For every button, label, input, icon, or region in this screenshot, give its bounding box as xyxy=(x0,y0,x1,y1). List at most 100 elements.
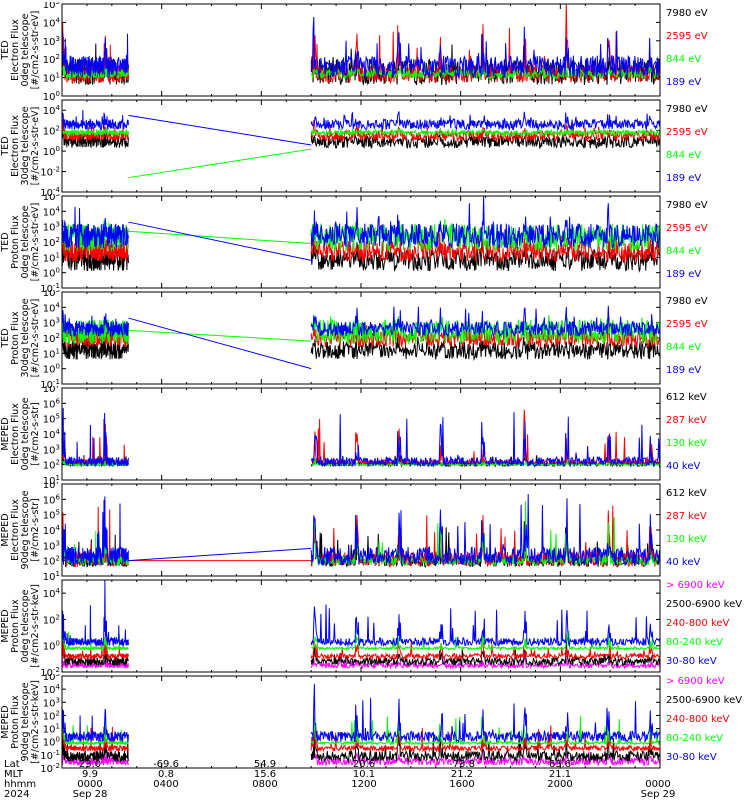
series-trace xyxy=(62,731,129,763)
y-tick-label: 104 xyxy=(43,428,61,441)
series-trace xyxy=(62,630,129,652)
y-tick-labels: 100 101 102 103 104 105 xyxy=(43,2,61,100)
y-axis-label-line: TED xyxy=(0,136,11,156)
legend-entry: 612 keV xyxy=(666,488,707,499)
y-axis-label-line: Electron Flux xyxy=(10,499,21,561)
y-tick-labels: 10-2 100 102 104 xyxy=(40,587,60,676)
y-tick-label: 10-1 xyxy=(40,282,60,292)
legend-entry: 2595 eV xyxy=(666,223,708,234)
footer-cell: Sep 29 xyxy=(640,789,676,800)
y-tick-label: 103 xyxy=(43,696,60,709)
data-traces xyxy=(62,683,660,767)
y-axis-label-line: MEPED xyxy=(0,417,11,450)
y-tick-label: 100 xyxy=(43,640,60,653)
legend-entry: 844 eV xyxy=(666,342,701,353)
y-tick-label: 103 xyxy=(43,443,60,456)
series-trace xyxy=(310,126,660,138)
y-tick-label: 102 xyxy=(43,613,60,626)
legend: > 6900 keV 2500-6900 keV 240-800 keV 80-240… xyxy=(666,676,742,763)
legend-entry: 7980 eV xyxy=(666,200,708,211)
y-tick-label: 106 xyxy=(43,493,61,506)
y-tick-label: 104 xyxy=(43,301,61,314)
gap-interpolation-line xyxy=(128,114,312,146)
footer-cell: -73.8 xyxy=(449,759,475,770)
y-axis-label-line: Electron Flux xyxy=(10,19,21,81)
footer-row-hhmm: hhmm 0000 0400 0800 1200 1600 2000 0000 xyxy=(4,780,744,790)
legend-entry: 30-80 keV xyxy=(666,752,717,763)
data-traces xyxy=(62,4,660,86)
series-trace xyxy=(310,314,660,345)
y-axis-label-line: Proton Flux xyxy=(10,599,21,653)
data-traces xyxy=(62,109,660,179)
series-trace xyxy=(310,196,660,250)
y-tick-label: 100 xyxy=(43,736,60,749)
y-axis-label-line: [#/cm2-s-str-keV] xyxy=(30,584,41,668)
y-tick-label: 103 xyxy=(43,35,60,48)
legend-entry: 189 eV xyxy=(666,269,701,280)
gap-interpolation-line xyxy=(128,329,312,342)
series-trace xyxy=(310,305,660,339)
legend-entry: 189 eV xyxy=(666,365,701,376)
gap-interpolation-line xyxy=(128,547,312,562)
legend-entry: 7980 eV xyxy=(666,104,708,115)
footer-cell: 1600 xyxy=(449,779,475,790)
y-tick-label: 101 xyxy=(43,72,60,85)
legend-entry: 130 keV xyxy=(666,438,707,449)
y-tick-label: 105 xyxy=(43,290,60,299)
series-trace xyxy=(310,111,660,132)
series-trace xyxy=(62,407,129,468)
series-trace xyxy=(310,708,660,747)
y-tick-label: 105 xyxy=(43,413,60,426)
series-trace xyxy=(62,717,129,747)
y-axis-label-line: TED xyxy=(0,232,11,252)
y-tick-label: 105 xyxy=(43,2,60,11)
legend-entry: 40 keV xyxy=(666,557,700,568)
legend-entry: 2595 eV xyxy=(666,127,708,138)
y-axis-label-line: TED xyxy=(0,40,11,60)
y-tick-label: 101 xyxy=(43,723,60,736)
footer-cell: 21.2 xyxy=(450,769,474,780)
legend-entry: 40 keV xyxy=(666,461,700,472)
legend: 7980 eV 2595 eV 844 eV 189 eV xyxy=(666,104,708,184)
footer-cell: 63.6 xyxy=(548,759,572,770)
footer-cell: 2000 xyxy=(547,779,573,790)
series-trace xyxy=(310,722,660,763)
legend-entry: 240-800 keV xyxy=(666,618,730,629)
y-axis-label: MEPED Proton Flux 90deg telescope [#/cm2-s-… xyxy=(0,680,41,764)
footer-cell: 15.6 xyxy=(253,769,277,780)
y-tick-label: 104 xyxy=(43,16,61,29)
series-trace xyxy=(62,580,129,648)
y-tick-label: 102 xyxy=(43,555,60,568)
series-trace xyxy=(310,640,660,661)
y-axis-label-line: [#/cm2-s-str] xyxy=(30,402,41,465)
footer-cell: 20.6 xyxy=(352,759,376,770)
series-trace xyxy=(310,655,660,670)
y-axis-label: MEPED Electron Flux 0deg telescope [#/cm2-s… xyxy=(0,397,41,470)
footer-row-label: 2024 xyxy=(4,789,30,800)
footer-cell: 0000 xyxy=(645,779,671,790)
y-axis-label-line: [#/cm2-s-str-keV] xyxy=(30,680,41,764)
gap-interpolation-line xyxy=(128,317,312,370)
footer-row-label: MLT xyxy=(4,769,23,780)
y-tick-label: 104 xyxy=(43,104,61,117)
legend-entry: 612 keV xyxy=(666,392,707,403)
footer-cell: 54.9 xyxy=(253,759,277,770)
legend-entry: 844 eV xyxy=(666,246,701,257)
legend-entry: 30-80 keV xyxy=(666,656,717,667)
y-tick-label: 103 xyxy=(43,221,60,234)
series-trace xyxy=(62,128,129,138)
legend: 612 keV 287 keV 130 keV 40 keV xyxy=(666,488,707,568)
y-tick-label: 101 xyxy=(43,251,60,264)
series-trace xyxy=(62,634,129,661)
y-tick-label: 101 xyxy=(43,474,60,484)
y-axis-label-line: TED xyxy=(0,328,11,348)
legend-entry: 2500-6900 keV xyxy=(666,599,742,610)
legend-entry: 80-240 keV xyxy=(666,733,723,744)
y-tick-label: 105 xyxy=(43,194,60,203)
series-trace xyxy=(310,683,660,744)
y-axis-label-line: 0deg telescope xyxy=(20,589,31,662)
series-trace xyxy=(310,235,660,273)
